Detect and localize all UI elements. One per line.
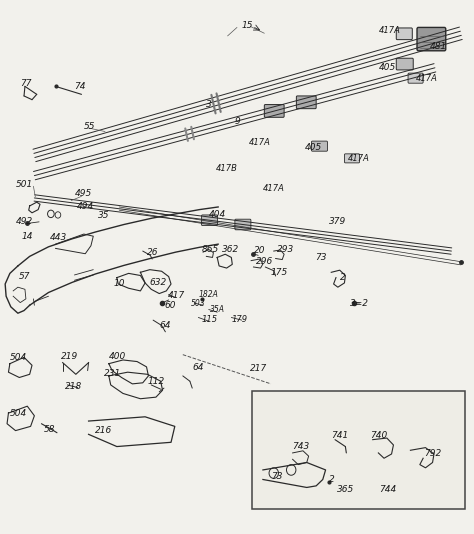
FancyBboxPatch shape	[408, 73, 423, 83]
FancyBboxPatch shape	[345, 154, 359, 163]
FancyBboxPatch shape	[296, 96, 316, 109]
Text: 14: 14	[22, 232, 33, 241]
Text: 64: 64	[159, 321, 171, 330]
FancyBboxPatch shape	[252, 391, 465, 509]
Text: 417A: 417A	[263, 184, 285, 193]
FancyBboxPatch shape	[417, 27, 446, 51]
Text: 216: 216	[95, 426, 112, 435]
Text: 740: 740	[370, 431, 387, 440]
Text: 26: 26	[147, 248, 159, 257]
Text: 77: 77	[20, 79, 32, 88]
Text: 35: 35	[98, 211, 109, 220]
Text: 57: 57	[19, 272, 31, 281]
Text: 501: 501	[16, 180, 33, 189]
Text: 35A: 35A	[210, 305, 225, 314]
Text: 175: 175	[271, 268, 288, 277]
Text: 362: 362	[222, 245, 239, 254]
Text: 182A: 182A	[198, 290, 218, 299]
Text: 865: 865	[201, 245, 219, 254]
Text: 2: 2	[329, 475, 335, 484]
Text: 74: 74	[74, 82, 86, 91]
Text: 115: 115	[201, 315, 217, 324]
FancyBboxPatch shape	[396, 58, 413, 70]
Text: 503: 503	[191, 299, 205, 308]
Text: 3: 3	[206, 100, 212, 109]
Text: 404: 404	[209, 210, 226, 219]
Text: 417A: 417A	[249, 138, 271, 147]
Text: 293: 293	[277, 245, 294, 254]
Text: 743: 743	[292, 442, 310, 451]
Text: 73: 73	[315, 253, 326, 262]
Text: 60: 60	[164, 301, 175, 310]
Text: 379: 379	[329, 217, 346, 226]
Text: 443: 443	[49, 233, 67, 242]
Text: 494: 494	[77, 202, 94, 211]
Text: 296: 296	[256, 257, 273, 266]
Text: 58: 58	[44, 425, 55, 434]
Text: 55: 55	[84, 122, 95, 131]
Text: 9: 9	[235, 117, 240, 127]
Text: 481: 481	[430, 42, 447, 51]
Text: 219: 219	[61, 352, 78, 361]
Text: 417A: 417A	[378, 26, 400, 35]
FancyBboxPatch shape	[311, 141, 328, 151]
Text: 112: 112	[147, 376, 165, 386]
Text: 231: 231	[104, 369, 121, 378]
Text: 218: 218	[65, 382, 82, 391]
Text: 417: 417	[168, 290, 185, 300]
Text: 417A: 417A	[416, 74, 438, 83]
Text: 741: 741	[331, 431, 348, 440]
Text: 3=2: 3=2	[350, 299, 369, 308]
Text: 73: 73	[271, 473, 283, 481]
Text: 492: 492	[16, 217, 33, 226]
Text: 632: 632	[150, 278, 167, 287]
Text: 405: 405	[378, 64, 396, 72]
Text: 217: 217	[250, 365, 267, 373]
Text: 10: 10	[114, 279, 125, 288]
Text: 64: 64	[193, 364, 204, 372]
FancyBboxPatch shape	[235, 219, 251, 230]
FancyBboxPatch shape	[396, 28, 412, 40]
Text: 405: 405	[305, 143, 323, 152]
Text: 400: 400	[109, 352, 126, 361]
Text: 504: 504	[10, 353, 27, 362]
FancyBboxPatch shape	[264, 105, 284, 117]
Text: 15: 15	[242, 21, 253, 30]
FancyBboxPatch shape	[201, 215, 218, 225]
Text: 417B: 417B	[216, 164, 237, 173]
Text: 179: 179	[232, 315, 248, 324]
Text: 504: 504	[10, 409, 27, 418]
Text: 744: 744	[379, 484, 397, 493]
Text: 20: 20	[254, 246, 265, 255]
Text: 365: 365	[337, 484, 354, 493]
Text: 495: 495	[74, 189, 91, 198]
Text: 417A: 417A	[348, 154, 370, 162]
Text: 792: 792	[425, 450, 442, 459]
Text: 2: 2	[340, 273, 346, 282]
